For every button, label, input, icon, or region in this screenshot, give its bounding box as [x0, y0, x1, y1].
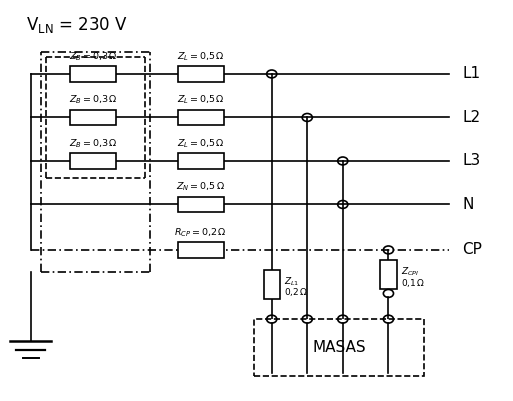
Bar: [178, 109, 224, 126]
Text: $Z_L=0{,}5\,\Omega$: $Z_L=0{,}5\,\Omega$: [177, 51, 225, 63]
Text: $Z_L=0{,}5\,\Omega$: $Z_L=0{,}5\,\Omega$: [177, 138, 225, 150]
Text: $0{,}2\,\Omega$: $0{,}2\,\Omega$: [284, 286, 308, 298]
Bar: [254, 319, 424, 377]
Bar: [70, 109, 116, 126]
Text: L1: L1: [462, 67, 480, 81]
Bar: [178, 153, 224, 169]
Text: $R_{CP}=0{,}2\,\Omega$: $R_{CP}=0{,}2\,\Omega$: [174, 226, 227, 239]
Text: $Z_L=0{,}5\,\Omega$: $Z_L=0{,}5\,\Omega$: [177, 94, 225, 106]
Text: $Z_B=0{,}3\,\Omega$: $Z_B=0{,}3\,\Omega$: [69, 51, 117, 63]
Text: N: N: [462, 197, 473, 212]
Bar: [178, 196, 224, 213]
Text: $Z_{L1}$: $Z_{L1}$: [284, 275, 299, 288]
Text: L2: L2: [462, 110, 480, 125]
Bar: [70, 66, 116, 82]
Text: MASAS: MASAS: [312, 340, 366, 355]
Text: $Z_N=0{,}5\,\Omega$: $Z_N=0{,}5\,\Omega$: [176, 181, 225, 193]
Bar: [178, 242, 224, 258]
Text: L3: L3: [462, 154, 480, 168]
Text: $Z_{CPI}$: $Z_{CPI}$: [401, 265, 419, 278]
Text: $Z_B=0{,}3\,\Omega$: $Z_B=0{,}3\,\Omega$: [69, 94, 117, 106]
Bar: [70, 153, 116, 169]
Text: CP: CP: [462, 243, 482, 257]
Text: $0{,}1\,\Omega$: $0{,}1\,\Omega$: [401, 277, 425, 289]
Text: $Z_B=0{,}3\,\Omega$: $Z_B=0{,}3\,\Omega$: [69, 138, 117, 150]
Text: $\mathregular{V_{LN}}$ = 230 V: $\mathregular{V_{LN}}$ = 230 V: [26, 15, 128, 34]
Bar: [178, 66, 224, 82]
Bar: [380, 260, 397, 290]
Bar: [264, 270, 280, 300]
